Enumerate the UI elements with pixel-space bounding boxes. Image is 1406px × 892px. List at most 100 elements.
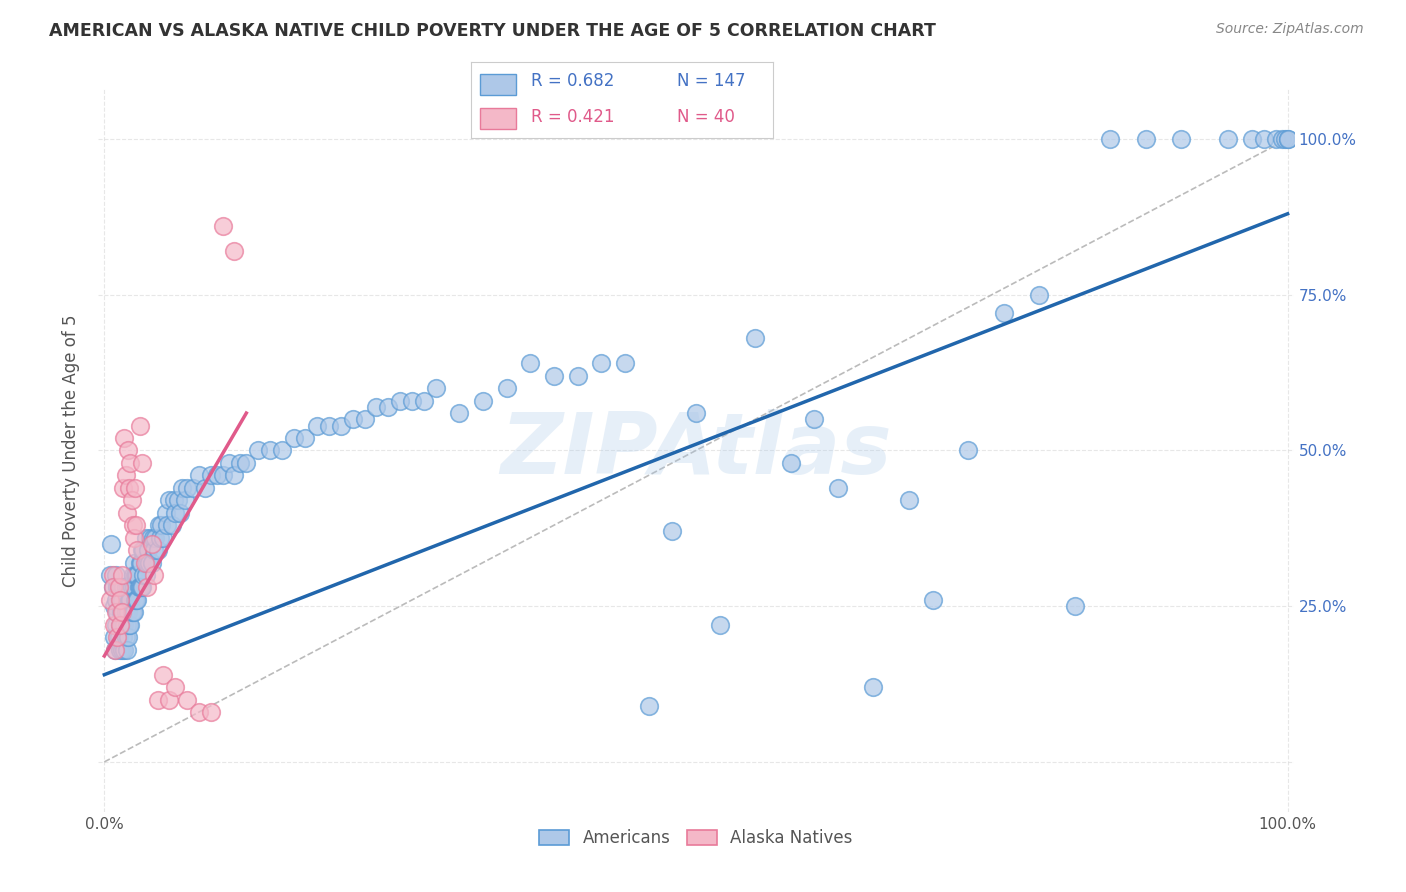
Text: N = 40: N = 40 <box>676 109 734 127</box>
Point <box>105 630 128 644</box>
Point <box>108 618 131 632</box>
Point <box>112 581 135 595</box>
Point <box>111 618 134 632</box>
Point <box>1253 132 1275 146</box>
Point <box>591 356 613 370</box>
Point <box>827 481 849 495</box>
Point <box>124 481 146 495</box>
Point <box>127 543 149 558</box>
Point <box>114 468 136 483</box>
Point <box>150 518 173 533</box>
Point <box>122 581 145 595</box>
Point <box>111 606 134 620</box>
Point <box>224 244 246 259</box>
Point <box>100 537 122 551</box>
Point <box>120 618 142 632</box>
Point <box>110 581 132 595</box>
Point <box>143 568 166 582</box>
Point <box>115 618 138 632</box>
Point <box>149 531 172 545</box>
Point <box>229 456 252 470</box>
Point <box>1063 599 1085 614</box>
Point <box>543 368 565 383</box>
Point <box>115 642 138 657</box>
Point <box>135 531 157 545</box>
Point <box>105 593 128 607</box>
Point <box>121 568 143 582</box>
Point <box>993 306 1015 320</box>
Point <box>709 618 731 632</box>
Point <box>127 593 149 607</box>
Point <box>141 537 163 551</box>
Point <box>105 568 128 582</box>
Point <box>779 456 801 470</box>
Point <box>117 630 139 644</box>
Point <box>194 481 217 495</box>
Point <box>131 456 153 470</box>
Point <box>101 581 124 595</box>
Point <box>114 431 136 445</box>
Point <box>176 481 198 495</box>
Point <box>897 493 920 508</box>
Point <box>112 630 135 644</box>
Point <box>173 493 195 508</box>
Point <box>128 581 150 595</box>
Point <box>519 356 541 370</box>
Point <box>136 543 159 558</box>
Text: ZIPAtlas: ZIPAtlas <box>501 409 891 492</box>
Point <box>136 581 159 595</box>
Point <box>114 618 136 632</box>
Point <box>117 443 139 458</box>
Point <box>330 418 353 433</box>
Point <box>111 593 134 607</box>
Point <box>152 667 174 681</box>
Point <box>142 531 165 545</box>
Point <box>122 606 145 620</box>
Point <box>389 393 412 408</box>
Y-axis label: Child Poverty Under the Age of 5: Child Poverty Under the Age of 5 <box>62 314 80 587</box>
Point <box>128 581 150 595</box>
Point <box>1241 132 1264 146</box>
Point <box>163 493 186 508</box>
Point <box>105 606 128 620</box>
Text: AMERICAN VS ALASKA NATIVE CHILD POVERTY UNDER THE AGE OF 5 CORRELATION CHART: AMERICAN VS ALASKA NATIVE CHILD POVERTY … <box>49 22 936 40</box>
Point <box>105 618 128 632</box>
Point <box>101 568 124 582</box>
Point <box>160 518 183 533</box>
Point <box>146 692 169 706</box>
Point <box>637 698 659 713</box>
Point <box>146 543 169 558</box>
Point <box>111 642 134 657</box>
Point <box>425 381 447 395</box>
Point <box>1277 132 1299 146</box>
Point <box>134 556 156 570</box>
FancyBboxPatch shape <box>479 74 516 95</box>
Point <box>200 468 222 483</box>
Point <box>135 568 157 582</box>
Point <box>120 456 142 470</box>
Point <box>614 356 637 370</box>
Point <box>211 468 233 483</box>
Point <box>104 642 127 657</box>
Point <box>103 599 125 614</box>
Point <box>200 705 222 719</box>
Point <box>205 468 228 483</box>
Point <box>1170 132 1192 146</box>
Point <box>125 518 148 533</box>
Point <box>115 506 138 520</box>
Point <box>98 593 121 607</box>
Point <box>121 606 143 620</box>
Point <box>128 556 150 570</box>
Point <box>103 630 125 644</box>
Point <box>132 543 155 558</box>
Point <box>101 581 124 595</box>
Point <box>921 593 943 607</box>
Point <box>235 456 257 470</box>
Point <box>108 593 131 607</box>
Point <box>105 606 128 620</box>
Point <box>111 568 134 582</box>
Point <box>125 593 148 607</box>
Point <box>107 630 129 644</box>
Point <box>155 506 177 520</box>
Point <box>401 393 423 408</box>
